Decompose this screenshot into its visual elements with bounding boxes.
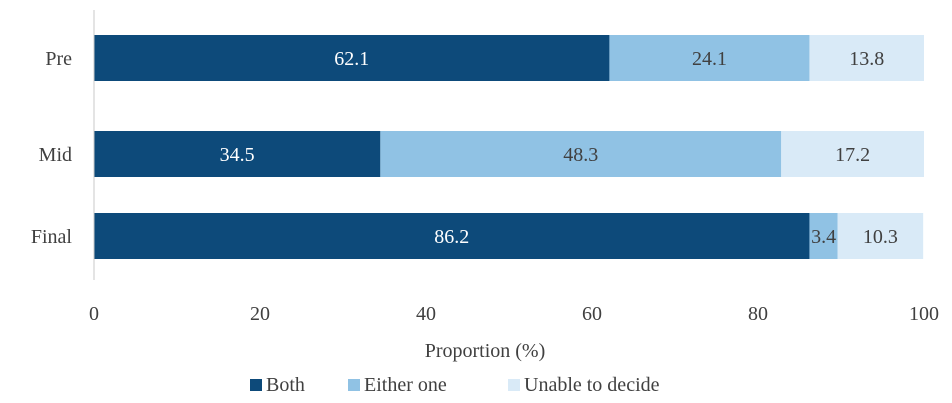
data-label-mid-both: 34.5 [220,144,255,166]
data-label-mid-either-one: 48.3 [563,144,598,166]
legend-swatch-both [250,379,262,391]
category-label-pre: Pre [45,48,72,70]
x-tick-label-20: 20 [250,303,270,325]
bar-pre-unable-to-decide [809,35,924,81]
data-label-final-unable-to-decide: 10.3 [863,226,898,248]
category-labels: Pre Mid Final [31,48,73,248]
data-label-pre-both: 62.1 [334,48,369,70]
legend-label-either-one: Either one [364,374,447,396]
legend: Both Either one Unable to decide [250,374,660,396]
data-label-final-either-one: 3.4 [811,226,836,248]
bar-final-unable-to-decide [837,213,924,259]
bar-pre-either-one [609,35,810,81]
bar-final-either-one [809,213,838,259]
bar-mid-either-one [380,131,782,177]
category-label-mid: Mid [39,144,72,166]
data-label-pre-either-one: 24.1 [692,48,727,70]
bar-mid-unable-to-decide [781,131,924,177]
bars-layer [94,35,924,259]
data-label-final-both: 86.2 [434,226,469,248]
legend-swatch-either-one [348,379,360,391]
bar-final-both [94,213,810,259]
bar-mid-both [94,131,381,177]
x-tick-label-80: 80 [748,303,768,325]
data-labels-layer: 62.1 24.1 13.8 34.5 48.3 17.2 86.2 3.4 10.3 [220,48,898,248]
legend-swatch-unable-to-decide [508,379,520,391]
x-tick-label-40: 40 [416,303,436,325]
data-label-pre-unable-to-decide: 13.8 [849,48,884,70]
category-label-final: Final [31,226,73,248]
legend-label-both: Both [266,374,305,396]
x-tick-label-60: 60 [582,303,602,325]
x-tick-labels: 0 20 40 60 80 100 [89,303,939,325]
x-axis-title: Proportion (%) [425,340,546,362]
data-label-mid-unable-to-decide: 17.2 [835,144,870,166]
x-tick-label-100: 100 [909,303,939,325]
x-tick-label-0: 0 [89,303,99,325]
bar-pre-both [94,35,610,81]
legend-label-unable-to-decide: Unable to decide [524,374,660,396]
